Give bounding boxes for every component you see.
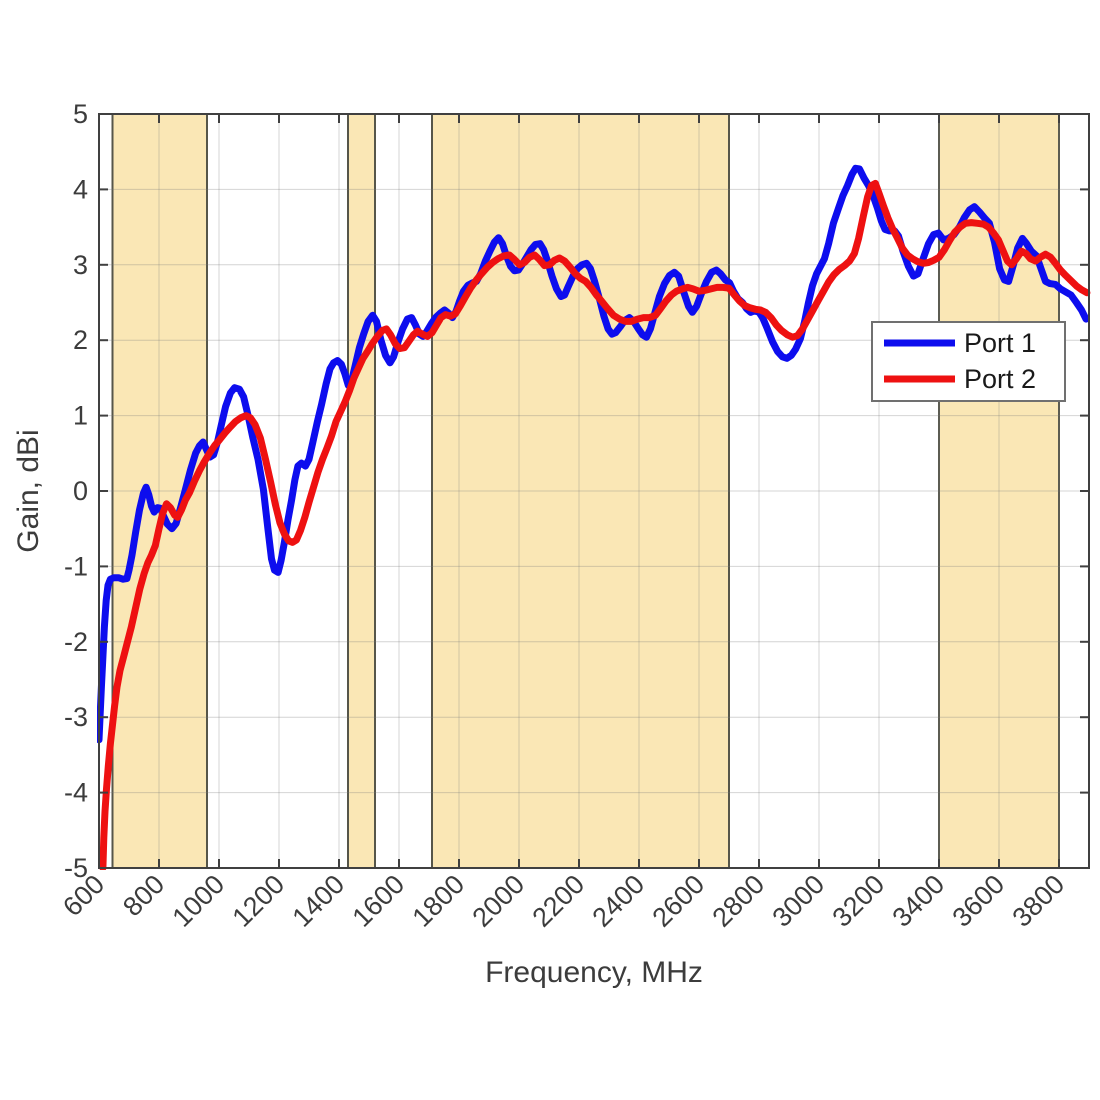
legend-label-port1: Port 1 <box>964 328 1036 358</box>
legend-label-port2: Port 2 <box>964 364 1036 394</box>
y-tick-label: -5 <box>64 853 88 883</box>
y-tick-label: 3 <box>73 250 88 280</box>
y-axis-label: Gain, dBi <box>12 429 45 552</box>
shaded-band <box>432 114 729 868</box>
legend: Port 1 Port 2 <box>871 321 1066 402</box>
y-tick-label: 2 <box>73 325 88 355</box>
y-tick-label: 5 <box>73 99 88 129</box>
shaded-frequency-bands <box>111 114 1060 868</box>
x-axis-label: Frequency, MHz <box>485 956 703 989</box>
legend-box <box>871 321 1066 402</box>
y-tick-label: -4 <box>64 778 88 808</box>
y-tick-label: 0 <box>73 476 88 506</box>
series-line-port2 <box>99 179 1091 870</box>
y-tick-label: -1 <box>64 551 88 581</box>
y-tick-label: -3 <box>64 702 88 732</box>
y-tick-label: 1 <box>73 401 88 431</box>
data-series <box>97 164 1091 870</box>
shaded-band <box>348 114 375 868</box>
y-tick-labels: -5 -4 -3 -2 -1 0 1 2 3 4 5 <box>64 99 88 883</box>
y-tick-label: -2 <box>64 627 88 657</box>
y-tick-label: 4 <box>73 174 88 204</box>
gridlines <box>99 114 1089 868</box>
axis-box-and-ticks <box>98 113 1090 869</box>
